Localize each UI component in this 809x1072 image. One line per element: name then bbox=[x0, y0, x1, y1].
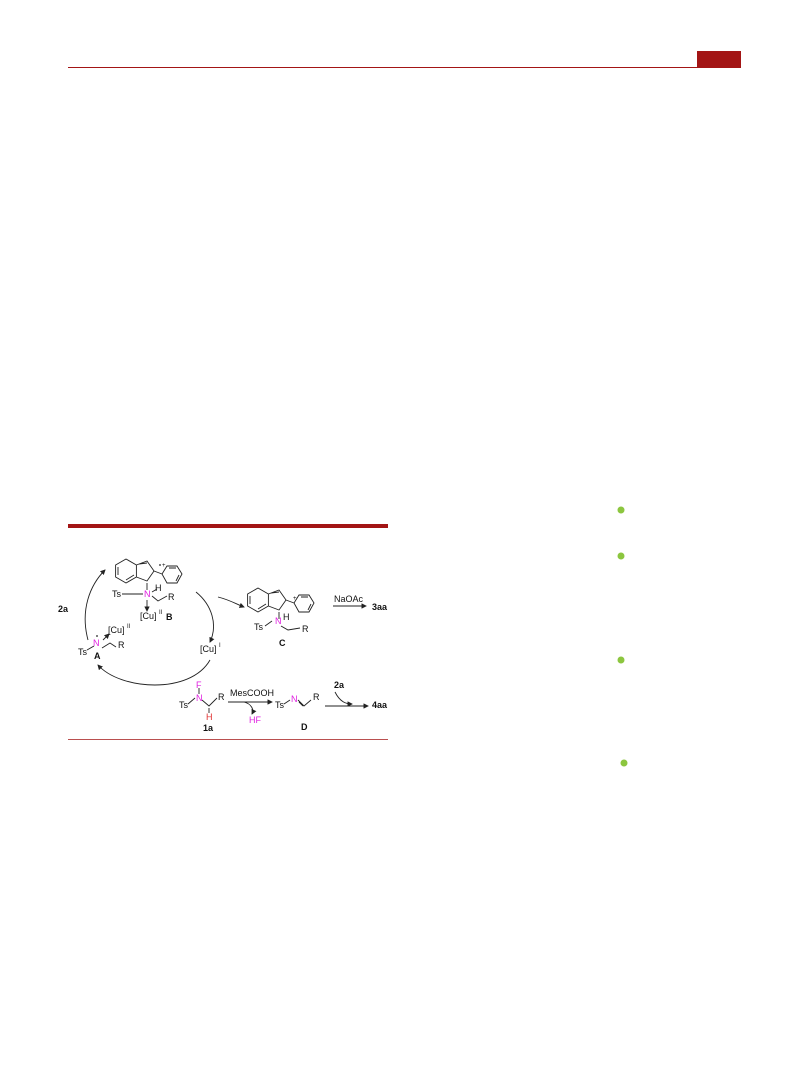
link-dots bbox=[617, 506, 628, 767]
scheme-label: 1a bbox=[203, 723, 214, 733]
scheme-label: [Cu] bbox=[200, 644, 217, 654]
scheme-label: R bbox=[218, 692, 225, 702]
scheme-label: Ts bbox=[112, 589, 122, 599]
scheme-label: Ts bbox=[179, 700, 189, 710]
scheme-label: + bbox=[293, 596, 297, 602]
scheme-label: H bbox=[206, 712, 213, 722]
scheme-label: + bbox=[162, 563, 166, 569]
scheme-label: 4aa bbox=[372, 700, 388, 710]
scheme-label: H bbox=[283, 612, 290, 622]
scheme-label: R bbox=[118, 640, 125, 650]
scheme-label: N bbox=[93, 638, 100, 648]
scheme-label: H bbox=[155, 583, 162, 593]
scheme-label: N bbox=[144, 589, 151, 599]
scheme-label: NaOAc bbox=[334, 594, 364, 604]
header-tab bbox=[697, 51, 741, 67]
scheme-label: N bbox=[291, 694, 298, 704]
arrow bbox=[102, 633, 110, 641]
cycle-arrow bbox=[195, 591, 215, 643]
radical-dot bbox=[159, 564, 161, 566]
scheme-label: II bbox=[159, 610, 163, 616]
scheme-label: MesCOOH bbox=[230, 688, 274, 698]
arrow bbox=[334, 691, 353, 707]
radical-dot bbox=[96, 635, 98, 637]
scheme-label: N bbox=[275, 616, 282, 626]
scheme-label: R bbox=[302, 624, 309, 634]
scheme-top-rule bbox=[68, 524, 388, 528]
scheme-label: 3aa bbox=[372, 602, 388, 612]
scheme-label: R bbox=[313, 692, 320, 702]
scheme-label: F bbox=[196, 680, 202, 690]
scheme-label: N bbox=[196, 693, 203, 703]
scheme-label: C bbox=[279, 638, 286, 648]
bonds bbox=[86, 583, 312, 713]
scheme-label: I bbox=[219, 643, 221, 649]
structure-c bbox=[247, 587, 315, 613]
structure-b bbox=[115, 558, 183, 584]
scheme-label: B bbox=[166, 612, 173, 622]
scheme-label: Ts bbox=[254, 622, 264, 632]
scheme-label: D bbox=[301, 722, 308, 732]
scheme-label: Ts bbox=[78, 647, 88, 657]
scheme-label: Ts bbox=[275, 700, 285, 710]
arrow bbox=[217, 596, 245, 608]
scheme-label: HF bbox=[249, 715, 261, 725]
scheme-label: [Cu] bbox=[140, 611, 157, 621]
scheme-label: A bbox=[94, 651, 101, 661]
rings bbox=[247, 587, 315, 613]
scheme-label: 2a bbox=[58, 604, 69, 614]
dot bbox=[617, 506, 625, 514]
scheme-label: R bbox=[168, 592, 175, 602]
rings bbox=[115, 558, 183, 584]
arrow bbox=[243, 701, 257, 715]
cycle-arrow bbox=[97, 659, 211, 686]
dot bbox=[617, 656, 625, 664]
scheme-label: II bbox=[127, 624, 131, 630]
dot bbox=[620, 759, 628, 767]
scheme-label: 2a bbox=[334, 680, 345, 690]
scheme-label: [Cu] bbox=[108, 625, 125, 635]
cycle-arrow bbox=[84, 569, 106, 641]
dot bbox=[617, 552, 625, 560]
